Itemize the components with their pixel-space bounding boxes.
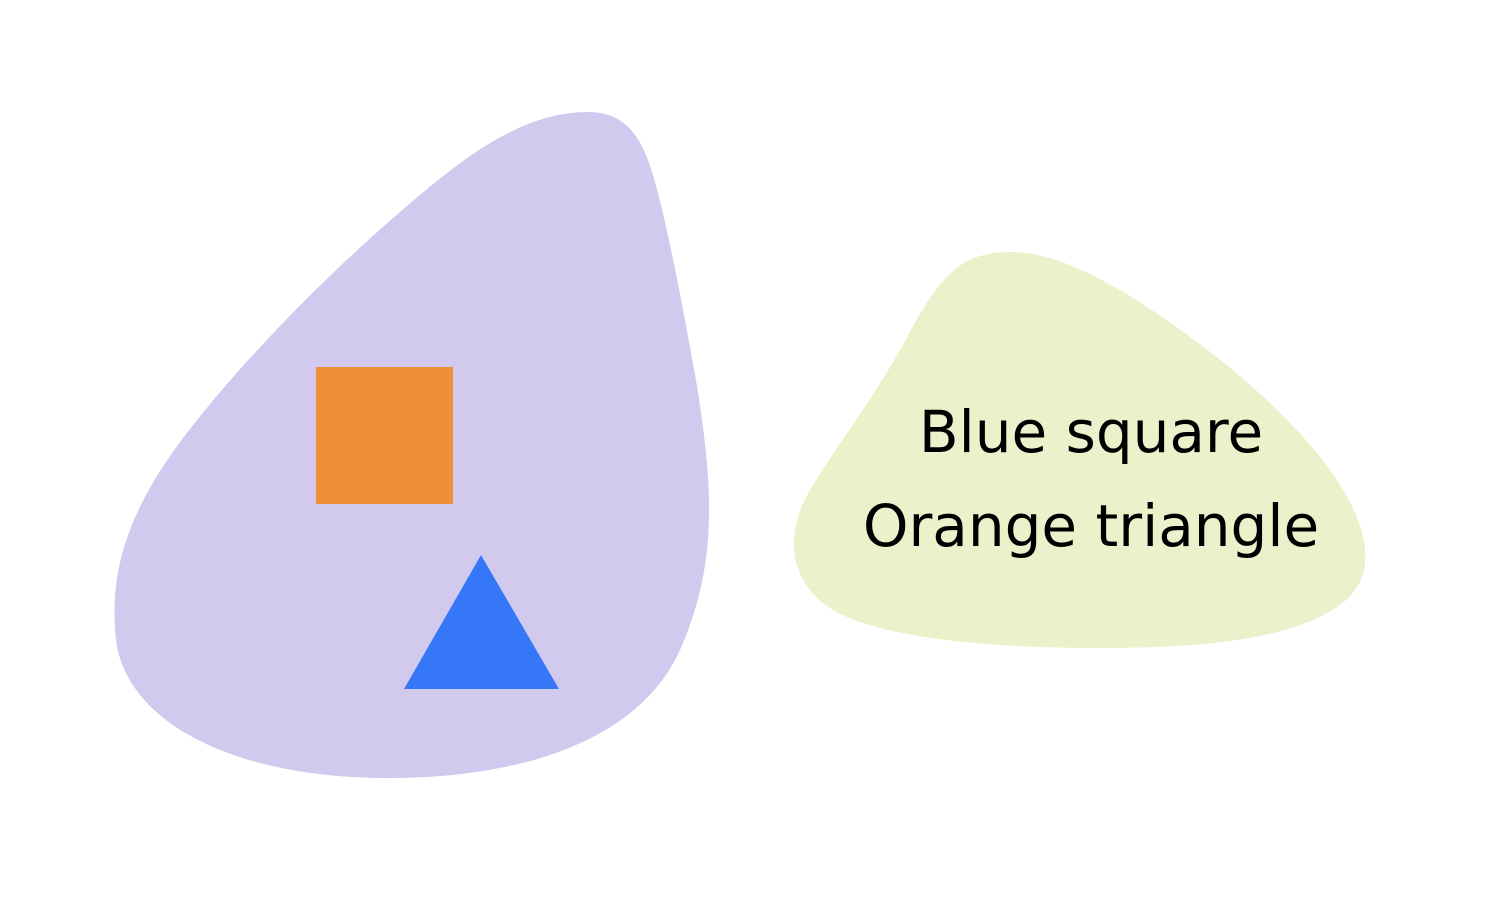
caption-line-2: Orange triangle xyxy=(863,492,1319,560)
blue-triangle xyxy=(404,555,559,689)
orange-square xyxy=(316,367,453,504)
caption-line-1: Blue square xyxy=(919,398,1263,466)
right-blob xyxy=(794,252,1366,648)
